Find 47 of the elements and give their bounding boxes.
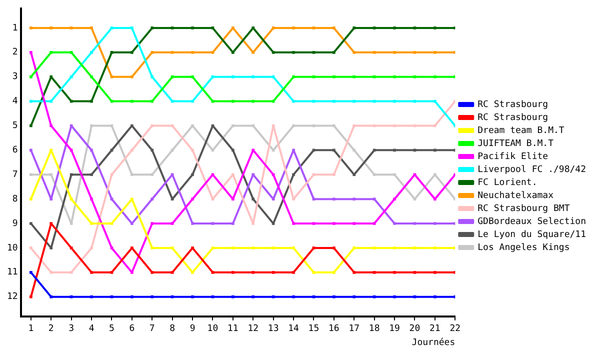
legend-label: Liverpool FC ./98/42 [478, 164, 586, 175]
x-tick-label: 6 [129, 324, 135, 334]
x-tick-label: 5 [109, 324, 114, 334]
x-tick-label: 17 [348, 324, 360, 334]
legend-label: Le Lyon du Square/11 [478, 230, 586, 240]
legend-label: FC Lorient. [478, 178, 538, 188]
x-tick-label: 1 [28, 324, 34, 334]
x-axis-title: Journées [412, 336, 456, 348]
legend-label: RC Strasbourg [478, 112, 548, 123]
y-tick-label: 8 [12, 194, 18, 204]
x-tick-label: 10 [207, 324, 218, 334]
x-tick-label: 15 [308, 324, 320, 334]
legend-label: RC Strasbourg BMT [478, 204, 570, 214]
y-tick-label: 9 [12, 218, 18, 229]
y-tick-label: 4 [12, 96, 18, 107]
legend-label: Neuchatelxamax [478, 190, 554, 201]
x-tick-label: 7 [149, 324, 155, 334]
x-tick-label: 13 [268, 324, 279, 334]
x-tick-label: 14 [288, 324, 299, 334]
x-tick-label: 12 [248, 324, 259, 334]
legend-label: GDBordeaux Selection [478, 216, 586, 227]
x-tick-label: 9 [190, 324, 196, 334]
x-tick-label: 16 [328, 324, 340, 334]
y-tick-label: 6 [12, 146, 18, 156]
x-tick-label: 3 [68, 324, 74, 334]
legend-label: Pacifik Elite [478, 152, 548, 162]
x-tick-label: 18 [368, 324, 380, 334]
y-tick-label: 7 [12, 170, 18, 180]
y-tick-label: 1 [12, 23, 18, 34]
legend-label: RC Strasbourg [478, 100, 548, 110]
y-tick-label: 11 [6, 268, 18, 278]
y-tick-label: 2 [12, 48, 18, 58]
y-tick-label: 12 [6, 292, 18, 302]
x-tick-label: 4 [88, 324, 94, 334]
x-tick-label: 22 [450, 324, 461, 334]
legend-label: Dream team B.M.T [478, 126, 565, 136]
x-tick-label: 20 [409, 324, 420, 334]
x-tick-label: 11 [228, 324, 238, 334]
legend-label: JUIFTEAM B.M.T [478, 138, 554, 149]
x-tick-label: 19 [389, 324, 400, 334]
y-tick-label: 5 [12, 121, 18, 132]
x-tick-label: 8 [170, 324, 176, 334]
y-tick-label: 3 [12, 72, 18, 82]
x-tick-label: 2 [48, 324, 54, 334]
legend-label: Los Angeles Kings [478, 242, 570, 253]
y-tick-label: 10 [6, 243, 18, 254]
x-tick-label: 21 [430, 324, 440, 334]
